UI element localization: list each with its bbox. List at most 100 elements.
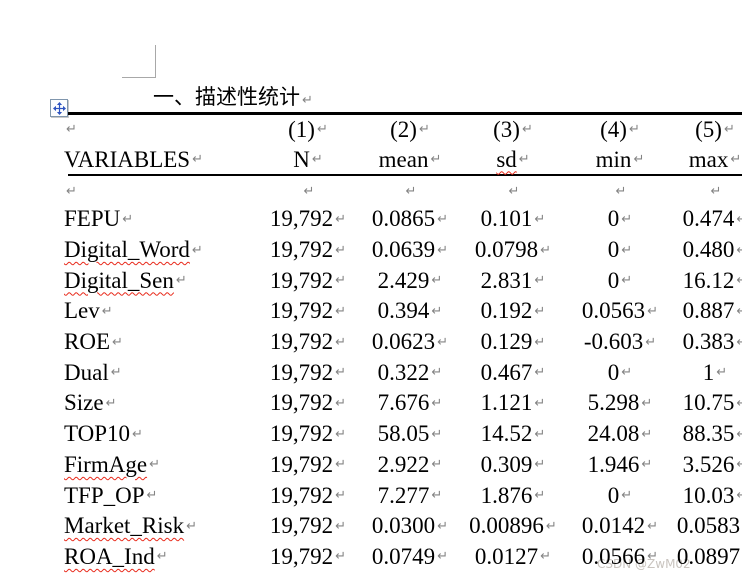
cell-mean[interactable]: 0.0639 ↵ <box>335 235 485 266</box>
header-cell-blank[interactable]: ↵ <box>64 114 236 145</box>
cell-sd[interactable]: 2.831 ↵ <box>438 265 588 296</box>
cell-max[interactable]: 3.526 ↵ <box>640 450 742 481</box>
cell-n[interactable]: 19,792 ↵ <box>233 235 383 266</box>
cell-min[interactable]: 0.0142 ↵ <box>545 511 695 542</box>
cell-sd[interactable]: 0.309 ↵ <box>438 450 588 481</box>
cell-variable[interactable]: Digital_Word ↵ <box>64 235 236 266</box>
cell-sd[interactable]: 1.121 ↵ <box>438 388 588 419</box>
cell-max[interactable]: 0.383 ↵ <box>640 327 742 358</box>
header-cell-max[interactable]: max ↵ <box>688 146 742 172</box>
cell-variable[interactable]: Dual ↵ <box>64 357 236 388</box>
cell-min[interactable]: 0 ↵ <box>545 480 695 511</box>
header-cell-5[interactable]: (5) ↵ <box>695 116 735 142</box>
cell-max[interactable]: 0.887 ↵ <box>640 296 742 327</box>
header-cell-min[interactable]: min ↵ <box>595 146 645 172</box>
cell-sd[interactable]: 0.467 ↵ <box>438 357 588 388</box>
cell-n[interactable]: 19,792 ↵ <box>233 511 383 542</box>
paragraph-mark: ↵ <box>66 184 77 199</box>
header-cell-sd[interactable]: sd ↵ <box>496 146 530 172</box>
cell-n[interactable]: 19,792 ↵ <box>233 327 383 358</box>
cell-mean[interactable]: 7.676 ↵ <box>335 388 485 419</box>
paragraph-mark: ↵ <box>534 273 546 289</box>
cell-sd[interactable]: 0.0127 ↵ <box>438 542 588 573</box>
cell-mean[interactable]: 0.0300 ↵ <box>335 511 485 542</box>
cell-max[interactable]: 10.03 ↵ <box>640 480 742 511</box>
empty-cell[interactable]: ↵ <box>64 179 236 204</box>
header-cell-3[interactable]: (3) ↵ <box>493 116 533 142</box>
section-title-line[interactable]: 一、描述性统计 ↵ <box>153 84 313 110</box>
cell-max[interactable]: 16.12 ↵ <box>640 265 742 296</box>
cell-sd[interactable]: 0.0798 ↵ <box>438 235 588 266</box>
cell-max[interactable]: 0.0583 ↵ <box>640 511 742 542</box>
cell-min[interactable]: 0 ↵ <box>545 265 695 296</box>
cell-n[interactable]: 19,792 ↵ <box>233 480 383 511</box>
cell-mean[interactable]: 0.322 ↵ <box>335 357 485 388</box>
empty-cell[interactable]: ↵ <box>233 179 383 204</box>
variable-name: ROE <box>64 329 110 355</box>
max-value: 0.0897 <box>676 543 741 569</box>
cell-sd[interactable]: 1.876 ↵ <box>438 480 588 511</box>
cell-max[interactable]: 1 ↵ <box>640 357 742 388</box>
cell-variable[interactable]: ROE ↵ <box>64 327 236 358</box>
cell-n[interactable]: 19,792 ↵ <box>233 296 383 327</box>
cell-variable[interactable]: FEPU ↵ <box>64 204 236 235</box>
cell-n[interactable]: 19,792 ↵ <box>233 450 383 481</box>
cell-min[interactable]: 0 ↵ <box>545 204 695 235</box>
cell-sd[interactable]: 0.129 ↵ <box>438 327 588 358</box>
cell-max[interactable]: 0.0897 ↵ <box>640 542 742 573</box>
paragraph-mark: ↵ <box>431 365 443 381</box>
cell-sd[interactable]: 0.00896 ↵ <box>438 511 588 542</box>
cell-n[interactable]: 19,792 ↵ <box>233 265 383 296</box>
cell-max[interactable]: 10.75 ↵ <box>640 388 742 419</box>
cell-min[interactable]: 1.946 ↵ <box>545 450 695 481</box>
cell-variable[interactable]: TOP10 ↵ <box>64 419 236 450</box>
empty-cell[interactable]: ↵ <box>335 179 485 204</box>
cell-variable[interactable]: Lev ↵ <box>64 296 236 327</box>
cell-n[interactable]: 19,792 ↵ <box>233 419 383 450</box>
cell-min[interactable]: 0 ↵ <box>545 235 695 266</box>
cell-mean[interactable]: 0.394 ↵ <box>335 296 485 327</box>
cell-variable[interactable]: Size ↵ <box>64 388 236 419</box>
cell-variable[interactable]: ROA_Ind ↵ <box>64 542 236 573</box>
cell-n[interactable]: 19,792 ↵ <box>233 388 383 419</box>
cell-variable[interactable]: FirmAge ↵ <box>64 450 236 481</box>
empty-cell[interactable]: ↵ <box>545 179 695 204</box>
text-boundary-corner-vertical <box>155 45 156 78</box>
table-move-handle[interactable] <box>50 99 68 117</box>
cell-mean[interactable]: 58.05 ↵ <box>335 419 485 450</box>
cell-max[interactable]: 0.474 ↵ <box>640 204 742 235</box>
header-cell-mean[interactable]: mean ↵ <box>378 146 442 172</box>
cell-mean[interactable]: 2.922 ↵ <box>335 450 485 481</box>
header-cell-2[interactable]: (2) ↵ <box>390 116 430 142</box>
cell-variable[interactable]: Market_Risk ↵ <box>64 511 236 542</box>
cell-mean[interactable]: 0.0623 ↵ <box>335 327 485 358</box>
cell-mean[interactable]: 0.0749 ↵ <box>335 542 485 573</box>
cell-sd[interactable]: 0.101 ↵ <box>438 204 588 235</box>
cell-max[interactable]: 0.480 ↵ <box>640 235 742 266</box>
cell-mean[interactable]: 7.277 ↵ <box>335 480 485 511</box>
empty-cell[interactable]: ↵ <box>640 179 742 204</box>
cell-n[interactable]: 19,792 ↵ <box>233 542 383 573</box>
header-cell-4[interactable]: (4) ↵ <box>600 116 640 142</box>
cell-min[interactable]: 0 ↵ <box>545 357 695 388</box>
cell-sd[interactable]: 0.192 ↵ <box>438 296 588 327</box>
cell-min[interactable]: -0.603 ↵ <box>545 327 695 358</box>
cell-min[interactable]: 5.298 ↵ <box>545 388 695 419</box>
cell-min[interactable]: 0.0566 ↵ <box>545 542 695 573</box>
cell-min[interactable]: 24.08 ↵ <box>545 419 695 450</box>
paragraph-mark: ↵ <box>736 488 742 504</box>
header-cell-1[interactable]: (1) ↵ <box>288 116 328 142</box>
header-cell-n[interactable]: N ↵ <box>293 146 323 172</box>
cell-max[interactable]: 88.35 ↵ <box>640 419 742 450</box>
cell-n[interactable]: 19,792 ↵ <box>233 357 383 388</box>
cell-variable[interactable]: Digital_Sen ↵ <box>64 265 236 296</box>
cell-sd[interactable]: 14.52 ↵ <box>438 419 588 450</box>
cell-mean[interactable]: 2.429 ↵ <box>335 265 485 296</box>
header-cell-variables[interactable]: VARIABLES ↵ <box>64 146 204 172</box>
min-value: 0 <box>607 482 620 508</box>
cell-min[interactable]: 0.0563 ↵ <box>545 296 695 327</box>
empty-cell[interactable]: ↵ <box>438 179 588 204</box>
cell-variable[interactable]: TFP_OP ↵ <box>64 480 236 511</box>
cell-n[interactable]: 19,792 ↵ <box>233 204 383 235</box>
cell-mean[interactable]: 0.0865 ↵ <box>335 204 485 235</box>
